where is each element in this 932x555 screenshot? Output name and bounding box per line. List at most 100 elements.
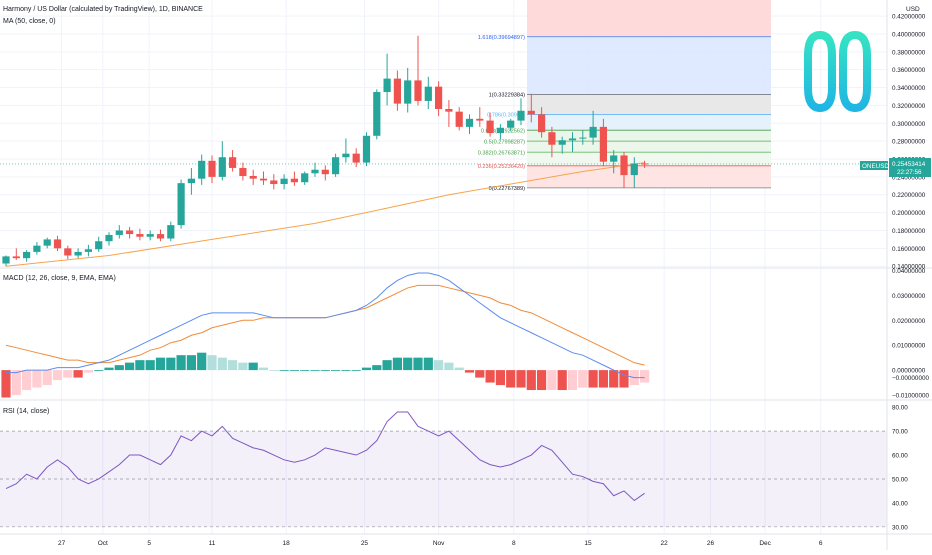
candle[interactable] bbox=[2, 255, 10, 267]
macd-pane[interactable] bbox=[1, 272, 650, 398]
candle[interactable] bbox=[568, 132, 577, 152]
candle[interactable] bbox=[311, 162, 319, 177]
candle-body bbox=[290, 178, 298, 183]
candle[interactable] bbox=[517, 98, 525, 126]
candle[interactable] bbox=[352, 148, 360, 168]
candle[interactable] bbox=[342, 138, 350, 163]
candle-body bbox=[517, 110, 525, 121]
candle[interactable] bbox=[455, 107, 463, 131]
candle[interactable] bbox=[486, 112, 494, 137]
rsi-line bbox=[5, 411, 645, 502]
candle-body bbox=[84, 249, 92, 252]
candle[interactable] bbox=[229, 150, 237, 172]
candle[interactable] bbox=[12, 248, 20, 260]
candle[interactable] bbox=[527, 93, 535, 123]
candle[interactable] bbox=[95, 236, 103, 252]
candle[interactable] bbox=[167, 221, 175, 242]
fibonacci-extension[interactable]: 1.618(0.39694897) 1(0.33229384) 0.786(0.30… bbox=[0, 0, 887, 192]
candle[interactable] bbox=[115, 225, 123, 239]
candle[interactable] bbox=[538, 107, 546, 138]
candle[interactable] bbox=[290, 171, 298, 186]
candle-body bbox=[496, 127, 504, 134]
candle[interactable] bbox=[64, 245, 72, 260]
candle[interactable] bbox=[301, 171, 309, 185]
candle[interactable] bbox=[404, 67, 412, 113]
candle[interactable] bbox=[239, 162, 247, 181]
macd-histogram-bar bbox=[42, 370, 52, 386]
candle[interactable] bbox=[383, 53, 391, 106]
candle-body bbox=[373, 92, 381, 136]
candlestick-series[interactable] bbox=[2, 35, 649, 267]
candle[interactable] bbox=[280, 174, 288, 190]
candle[interactable] bbox=[610, 150, 618, 174]
macd-tick-label: 0.00000000 bbox=[892, 368, 926, 375]
price-tick-label: 0.18000000 bbox=[892, 228, 926, 235]
candle-body bbox=[548, 132, 556, 145]
candle[interactable] bbox=[414, 35, 422, 106]
time-tick-label: 26 bbox=[707, 540, 715, 547]
macd-histogram-bar bbox=[547, 370, 557, 391]
candle[interactable] bbox=[156, 229, 165, 242]
candle[interactable] bbox=[435, 81, 443, 117]
candle[interactable] bbox=[53, 235, 62, 252]
candle[interactable] bbox=[476, 107, 484, 127]
candle[interactable] bbox=[321, 165, 329, 181]
candle-body bbox=[146, 234, 154, 237]
candle-body bbox=[568, 138, 577, 141]
candle[interactable] bbox=[259, 171, 268, 185]
candle[interactable] bbox=[496, 124, 504, 140]
candle[interactable] bbox=[507, 118, 515, 132]
candle[interactable] bbox=[74, 248, 82, 259]
candle[interactable] bbox=[23, 250, 31, 262]
candle[interactable] bbox=[558, 136, 566, 154]
candle[interactable] bbox=[630, 157, 638, 188]
symbol-title[interactable]: Harmony / US Dollar (calculated by Tradi… bbox=[3, 6, 203, 13]
candle[interactable] bbox=[332, 153, 340, 177]
time-tick-label: 25 bbox=[361, 540, 369, 547]
candle[interactable] bbox=[126, 226, 134, 239]
candle-body bbox=[208, 160, 216, 177]
candle[interactable] bbox=[198, 154, 206, 185]
candle[interactable] bbox=[589, 110, 597, 145]
candle[interactable] bbox=[641, 160, 649, 168]
candle-body bbox=[383, 78, 391, 93]
candle[interactable] bbox=[84, 244, 92, 257]
candle[interactable] bbox=[105, 232, 113, 246]
candle[interactable] bbox=[249, 169, 257, 185]
candle-body bbox=[352, 153, 360, 163]
ma-legend[interactable]: MA (50, close, 0) bbox=[3, 18, 56, 25]
macd-histogram-bar bbox=[485, 370, 495, 383]
candle[interactable] bbox=[599, 118, 607, 167]
candle-body bbox=[414, 80, 422, 101]
macd-histogram-bar bbox=[300, 370, 310, 371]
rsi-legend[interactable]: RSI (14, close) bbox=[3, 408, 49, 415]
time-axis[interactable]: 27 Oct 5 11 18 25 Nov 8 15 22 26 Dec 6 bbox=[58, 540, 823, 547]
candle[interactable] bbox=[208, 155, 216, 184]
candle[interactable] bbox=[33, 242, 41, 255]
rsi-pane[interactable] bbox=[0, 411, 887, 528]
macd-tick-label: −0.01000000 bbox=[892, 393, 929, 400]
candle[interactable] bbox=[548, 126, 556, 158]
candle[interactable] bbox=[393, 70, 401, 111]
candle[interactable] bbox=[445, 100, 453, 127]
candle[interactable] bbox=[136, 228, 144, 241]
macd-histogram-bar bbox=[63, 370, 73, 378]
candle[interactable] bbox=[146, 230, 154, 241]
logo-left-loop bbox=[804, 30, 836, 113]
candle[interactable] bbox=[270, 174, 278, 190]
candle[interactable] bbox=[373, 89, 381, 140]
candle-body bbox=[249, 175, 257, 179]
candle[interactable] bbox=[177, 179, 185, 229]
candle[interactable] bbox=[579, 130, 587, 145]
candle[interactable] bbox=[362, 132, 371, 167]
macd-legend[interactable]: MACD (12, 26, close, 9, EMA, EMA) bbox=[3, 275, 116, 282]
candle[interactable] bbox=[43, 237, 51, 249]
macd-tick-label: −0.00000000 bbox=[892, 375, 929, 382]
candle[interactable] bbox=[424, 76, 432, 109]
candle[interactable] bbox=[187, 167, 195, 195]
candle[interactable] bbox=[218, 141, 226, 181]
candle[interactable] bbox=[620, 151, 628, 188]
candle[interactable] bbox=[465, 114, 474, 134]
fib-zone bbox=[527, 130, 771, 142]
